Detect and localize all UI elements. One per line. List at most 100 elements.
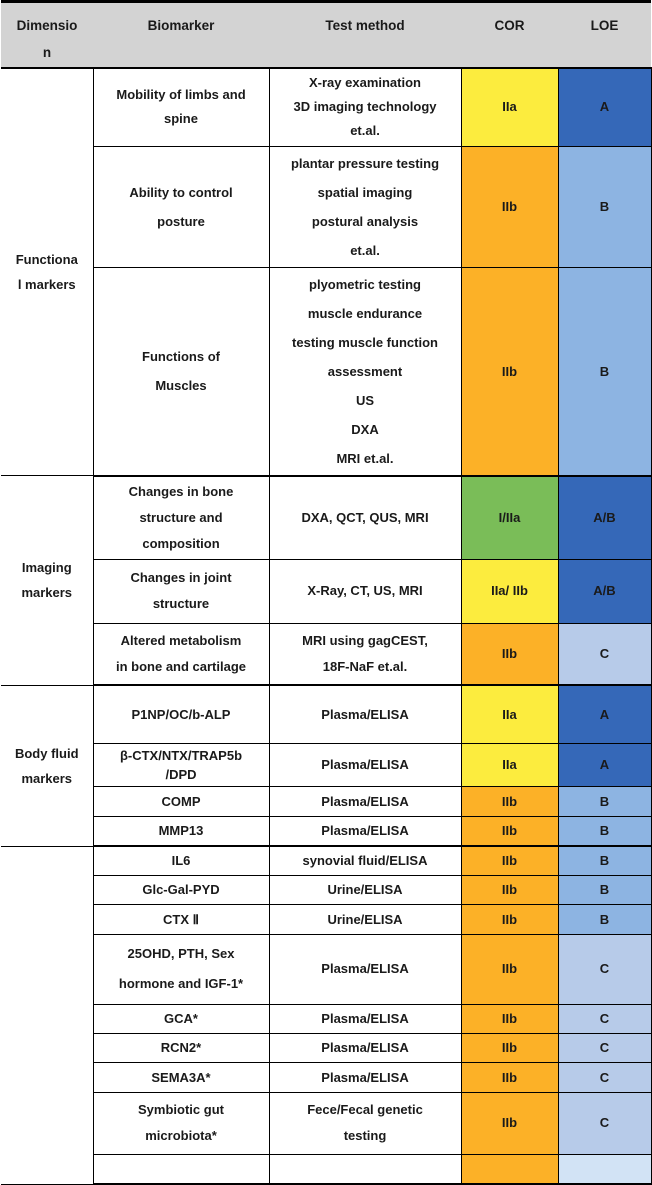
loe-cell: B: [557, 874, 652, 905]
test-method-cell: Plasma/ELISA: [268, 1003, 462, 1034]
biomarker-cell: COMP: [92, 785, 270, 817]
test-method-line: X-Ray, CT, US, MRI: [307, 583, 423, 598]
loe-cell: B: [557, 845, 652, 876]
biomarker-cell: CTX Ⅱ: [92, 903, 270, 935]
biomarker-cell: β-CTX/NTX/TRAP5b /DPD: [92, 742, 270, 787]
test-method-cell: plyometric testing muscle endurance test…: [268, 266, 462, 477]
table-row: Altered metabolism in bone and cartilage…: [1, 622, 652, 686]
biomarker-cell: GCA*: [92, 1003, 270, 1034]
loe-cell: B: [557, 815, 652, 847]
header-row: Dimensio n Biomarker Test method COR LOE: [1, 0, 651, 69]
cor-cell: IIb: [460, 933, 559, 1005]
biomarker-cell: Symbiotic gut microbiota*: [92, 1091, 270, 1155]
loe-cell: C: [557, 1061, 652, 1093]
cor-cell: I/IIa: [460, 475, 559, 560]
test-method-cell: MRI using gagCEST, 18F-NaF et.al.: [268, 622, 462, 686]
biomarker-cell: Altered metabolism in bone and cartilage: [92, 622, 270, 686]
table-row: MMP13 Plasma/ELISA IIb B: [1, 815, 652, 847]
table-row: Functions of Muscles plyometric testing …: [1, 266, 652, 477]
test-method-line: MRI using gagCEST,: [302, 632, 428, 648]
table-row: [1, 1153, 652, 1185]
table-row: Ability to control posture plantar press…: [1, 145, 652, 268]
test-method-line: Plasma/ELISA: [321, 823, 409, 839]
test-method-line: 3D imaging technology: [293, 99, 437, 115]
biomarker-cell: P1NP/OC/b-ALP: [92, 684, 270, 744]
test-method-line: Plasma/ELISA: [321, 757, 409, 772]
biomarker-cell: Ability to control posture: [92, 145, 270, 268]
biomarker-cell: Changes in bone structure and compositio…: [92, 475, 270, 560]
table-row: IL6 synovial fluid/ELISA IIb B: [1, 845, 652, 1185]
loe-cell: C: [557, 933, 652, 1005]
test-method-line: Plasma/ELISA: [321, 1011, 409, 1026]
header-cell-test-method: Test method: [269, 0, 461, 69]
biomarker-cell: IL6: [92, 845, 270, 876]
biomarker-cell: Mobility of limbs and spine: [92, 67, 270, 147]
test-method-cell: X-Ray, CT, US, MRI: [268, 558, 462, 624]
cor-cell: IIa: [460, 742, 559, 787]
table-row: CTX Ⅱ Urine/ELISA IIb B: [1, 903, 652, 935]
test-method-line: 18F-NaF et.al.: [322, 658, 408, 674]
loe-cell: A: [557, 67, 652, 147]
header-cell-loe: LOE: [558, 0, 651, 69]
cor-cell: [460, 1153, 559, 1185]
test-method-cell: Plasma/ELISA: [268, 1032, 462, 1063]
test-method-line: et.al.: [350, 242, 380, 258]
table-row: COMP Plasma/ELISA IIb B: [1, 785, 652, 817]
table-row: Glc-Gal-PYD Urine/ELISA IIb B: [1, 874, 652, 905]
cor-cell: IIb: [460, 1091, 559, 1155]
cor-cell: IIa/ IIb: [460, 558, 559, 624]
cor-cell: IIb: [460, 874, 559, 905]
test-method-line: Plasma/ELISA: [321, 961, 409, 976]
dimension-cell: Functiona l markers: [1, 67, 94, 476]
test-method-line: synovial fluid/ELISA: [302, 853, 428, 869]
loe-cell: B: [557, 785, 652, 817]
loe-cell: C: [557, 1003, 652, 1034]
cor-cell: IIb: [460, 815, 559, 847]
cor-cell: IIb: [460, 266, 559, 477]
test-method-cell: synovial fluid/ELISA: [268, 845, 462, 876]
header-cell-biomarker: Biomarker: [93, 0, 269, 69]
test-method-line: Urine/ELISA: [327, 911, 403, 927]
test-method-line: testing: [343, 1128, 387, 1143]
cor-cell: IIb: [460, 903, 559, 935]
test-method-line: Plasma/ELISA: [321, 793, 409, 809]
header-cell-dimension: Dimensio n: [1, 0, 93, 69]
table-row: Changes in joint structure X-Ray, CT, US…: [1, 558, 652, 624]
table-row: SEMA3A* Plasma/ELISA IIb C: [1, 1061, 652, 1093]
test-method-line: et.al.: [350, 123, 380, 139]
test-method-line: postural analysis: [311, 213, 419, 229]
biomarker-cell: Changes in joint structure: [92, 558, 270, 624]
dimension-cell: Imaging markers: [1, 475, 94, 686]
test-method-cell: Plasma/ELISA: [268, 933, 462, 1005]
test-method-cell: Fece/Fecal genetic testing: [268, 1091, 462, 1155]
test-method-cell: X-ray examination 3D imaging technology …: [268, 67, 462, 147]
loe-cell: A: [557, 742, 652, 787]
cor-cell: IIa: [460, 684, 559, 744]
loe-cell: A: [557, 684, 652, 744]
test-method-cell: Plasma/ELISA: [268, 684, 462, 744]
header-cell-cor: COR: [461, 0, 558, 69]
table-row: Body fluid markers P1NP/OC/b-ALP Plasma/…: [1, 684, 652, 847]
cor-cell: IIb: [460, 145, 559, 268]
test-method-line: plantar pressure testing: [290, 155, 440, 171]
biomarker-cell: Glc-Gal-PYD: [92, 874, 270, 905]
table-row: Imaging markers Changes in bone structur…: [1, 475, 652, 686]
loe-cell: C: [557, 1032, 652, 1063]
cor-cell: IIb: [460, 1003, 559, 1034]
test-method-line: DXA, QCT, QUS, MRI: [301, 509, 429, 525]
test-method-cell: Plasma/ELISA: [268, 815, 462, 847]
test-method-line: Plasma/ELISA: [321, 706, 409, 722]
biomarker-cell: MMP13: [92, 815, 270, 847]
table-row: Functiona l markers Mobility of limbs an…: [1, 67, 652, 476]
table-row: Symbiotic gut microbiota* Fece/Fecal gen…: [1, 1091, 652, 1155]
cor-cell: IIb: [460, 1032, 559, 1063]
test-method-cell: [268, 1153, 462, 1185]
test-method-line: X-ray examination: [309, 75, 421, 91]
test-method-cell: Urine/ELISA: [268, 903, 462, 935]
test-method-line: MRI et.al.: [336, 450, 394, 466]
test-method-line: Urine/ELISA: [327, 882, 403, 897]
cor-cell: IIb: [460, 785, 559, 817]
loe-cell: A/B: [557, 558, 652, 624]
biomarker-cell: [92, 1153, 270, 1185]
